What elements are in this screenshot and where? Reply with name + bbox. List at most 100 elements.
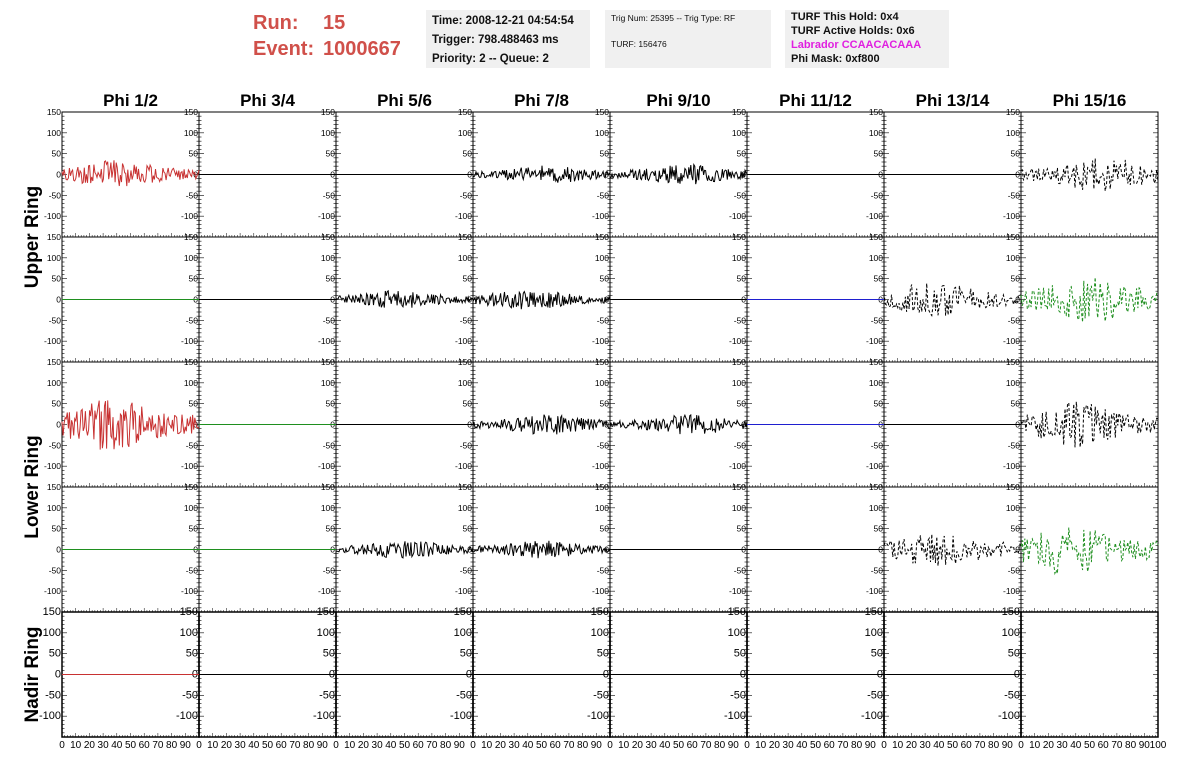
y-tick-label: -100 [729,586,746,596]
x-tick-label: 30 [509,740,521,751]
x-tick-label: 40 [1070,740,1082,751]
y-tick-label: -100 [592,586,609,596]
y-tick-label: -100 [866,586,883,596]
y-tick-label: 150 [47,107,61,117]
y-tick-label: -100 [724,710,746,722]
y-tick-label: -100 [44,461,61,471]
y-tick-label: 150 [458,357,472,367]
y-tick-label: -50 [593,689,609,701]
y-tick-label: 100 [184,128,198,138]
y-tick-label: 150 [458,232,472,242]
y-tick-label: 150 [1002,606,1020,618]
x-tick-label: 90 [317,740,329,751]
y-tick-label: 100 [47,378,61,388]
x-tick-label: 30 [98,740,110,751]
y-tick-label: 100 [47,128,61,138]
phi-mask-text: Phi Mask: 0xf800 [791,53,880,65]
y-tick-label: 150 [317,606,335,618]
y-tick-label: -100 [1003,586,1020,596]
x-tick-label: 80 [440,740,452,751]
y-tick-label: 150 [321,107,335,117]
y-tick-label: 100 [1006,128,1020,138]
y-tick-label: 150 [454,606,472,618]
y-tick-label: -50 [49,190,62,200]
y-tick-label: 100 [47,253,61,263]
x-tick-label: 90 [180,740,192,751]
x-tick-label: 80 [714,740,726,751]
y-tick-label: 100 [180,627,198,639]
y-tick-label: 0 [1015,545,1020,555]
y-tick-label: 50 [874,524,884,534]
x-tick-label: 70 [1111,740,1123,751]
y-tick-label: -50 [867,689,883,701]
x-tick-label: 60 [550,740,562,751]
y-tick-label: 100 [595,128,609,138]
y-tick-label: 0 [467,545,472,555]
y-tick-label: -50 [186,565,199,575]
x-tick-label: 0 [1018,740,1024,751]
y-tick-label: 150 [732,107,746,117]
row-title: Lower Ring [22,435,43,538]
y-tick-label: 50 [1011,524,1021,534]
y-tick-label: 100 [732,378,746,388]
y-tick-label: 50 [52,524,62,534]
y-tick-label: -100 [587,710,609,722]
y-tick-label: 50 [737,524,747,534]
y-tick-label: 50 [874,399,884,409]
y-tick-label: -50 [49,315,62,325]
x-tick-label: 50 [262,740,274,751]
column-title: Phi 3/4 [240,91,295,110]
y-tick-label: 150 [47,232,61,242]
y-tick-label: 0 [193,170,198,180]
waveform-trace [472,165,611,183]
y-tick-label: 50 [1011,274,1021,284]
trig-info-box: Trig Num: 25395 -- Trig Type: RF TURF: 1… [605,10,771,68]
y-tick-label: -100 [318,336,335,346]
y-tick-label: 0 [56,545,61,555]
y-tick-label: 50 [52,274,62,284]
x-tick-label: 70 [152,740,164,751]
y-tick-label: 100 [869,253,883,263]
y-tick-label: 0 [56,420,61,430]
y-tick-label: -50 [323,315,336,325]
run-event-box: Run: 15 Event: 1000667 [253,10,423,66]
y-tick-label: -100 [44,211,61,221]
waveform-trace [61,400,200,450]
y-tick-label: 100 [1006,253,1020,263]
x-tick-label: 70 [974,740,986,751]
run-value: 15 [323,12,346,34]
x-tick-label: 40 [248,740,260,751]
x-tick-label: 80 [577,740,589,751]
panel-frame [1020,611,1159,738]
x-tick-label: 90 [591,740,603,751]
x-tick-label: 60 [961,740,973,751]
y-tick-label: -50 [319,689,335,701]
x-tick-label: 90 [728,740,740,751]
y-tick-label: 50 [874,274,884,284]
x-tick-label: 80 [303,740,315,751]
y-tick-label: 150 [732,357,746,367]
x-tick-label: 20 [906,740,918,751]
event-value: 1000667 [323,38,401,60]
y-tick-label: -100 [592,211,609,221]
x-tick-label: 20 [769,740,781,751]
y-tick-label: -100 [318,586,335,596]
y-tick-label: 50 [600,399,610,409]
y-tick-label: 100 [595,253,609,263]
y-tick-label: -100 [729,211,746,221]
y-tick-label: 100 [591,627,609,639]
turf-hold-text: TURF This Hold: 0x4 [791,11,899,23]
x-tick-label: 70 [563,740,575,751]
x-tick-label: 40 [933,740,945,751]
x-tick-label: 30 [372,740,384,751]
x-tick-label: 20 [495,740,507,751]
x-tick-label: 60 [824,740,836,751]
y-tick-label: -50 [1004,689,1020,701]
y-tick-label: -100 [176,710,198,722]
y-tick-label: 50 [874,149,884,159]
x-tick-label: 50 [399,740,411,751]
y-tick-label: 150 [595,357,609,367]
x-tick-label: 30 [235,740,247,751]
y-tick-label: 100 [454,627,472,639]
